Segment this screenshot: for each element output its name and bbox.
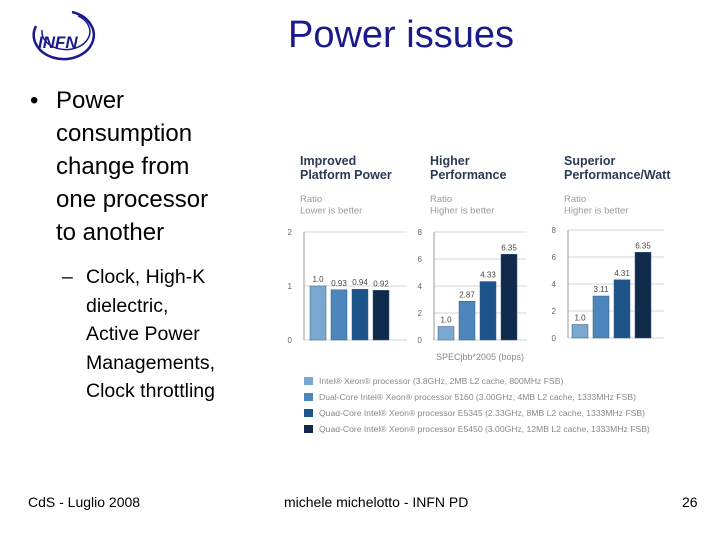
logo-text: INFN [38,33,78,52]
bar [571,324,589,339]
y-tick-label: 6 [552,253,557,262]
bar-value-label: 6.35 [635,241,651,250]
y-tick-label: 8 [552,226,557,235]
footer-center: michele michelotto - INFN PD [284,494,469,510]
footer-left: CdS - Luglio 2008 [28,494,141,510]
bullet-list: • Power consumption change from one proc… [30,84,280,406]
logo-arc [32,10,95,61]
legend-swatch [304,377,313,385]
bullet-main: • Power consumption change from one proc… [30,84,280,249]
legend-label: Intel® Xeon® processor (3.8GHz, 2MB L2 c… [319,376,563,386]
bullet-dash: – [62,266,73,288]
bar-value-label: 1.0 [574,314,586,323]
y-tick-label: 2 [418,309,423,318]
bar-value-label: 6.35 [501,243,517,252]
bullet-sub: – Clock, High-K dielectric, Active Power… [30,263,280,406]
bullet-sub-text: Clock, High-K dielectric, Active Power M… [86,266,215,402]
bar-value-label: 4.33 [480,271,496,280]
bar [437,326,455,341]
bar [479,281,497,341]
bar-value-label: 3.11 [594,285,610,294]
bar-value-label: 1.0 [440,316,452,325]
chart-image: Improved Platform Power Ratio Lower is bett… [282,150,702,450]
legend-label: Quad-Core Intel® Xeon® processor E5450 (… [319,424,650,434]
bar-value-label: 0.92 [373,279,389,288]
bar [458,301,476,341]
bar [330,289,348,341]
y-tick-label: 0 [552,334,557,343]
y-tick-label: 8 [418,228,423,237]
bar-value-label: 2.87 [459,290,475,299]
chart-title: Superior Performance/Watt [564,154,671,182]
bar [613,279,631,339]
chart-title: Higher Performance [430,154,506,182]
chart-svg: Improved Platform Power Ratio Lower is bett… [288,154,672,434]
y-tick-label: 4 [552,280,557,289]
chart-subtitle: Ratio Lower is better [300,194,362,217]
x-axis-label: SPECjbb*2005 (bops) [436,352,524,362]
legend-swatch [304,425,313,433]
legend-label: Quad-Core Intel® Xeon® processor E5345 (… [319,408,645,418]
legend-swatch [304,409,313,417]
legend-label: Dual-Core Intel® Xeon® processor 5160 (3… [319,392,636,402]
page-number: 26 [682,494,698,510]
y-tick-label: 1 [288,282,293,291]
y-tick-label: 0 [418,336,423,345]
slide-title: Power issues [288,14,514,56]
bar [592,295,610,339]
bullet-main-text: Power consumption change from one proces… [56,87,209,246]
logo-arc-inner [41,15,91,51]
bar-value-label: 0.94 [352,278,368,287]
bar [309,285,327,341]
chart-title: Improved Platform Power [300,154,392,182]
bar [372,290,390,341]
bar-value-label: 1.0 [312,275,324,284]
y-tick-label: 2 [552,307,557,316]
bar-value-label: 0.93 [331,279,347,288]
y-tick-label: 4 [418,282,423,291]
bar [351,288,369,341]
y-tick-label: 0 [288,336,293,345]
chart-subtitle: Ratio Higher is better [430,194,494,217]
infn-logo: INFN [22,6,104,68]
chart-subtitle: Ratio Higher is better [564,194,628,217]
y-tick-label: 2 [288,228,293,237]
y-tick-label: 6 [418,255,423,264]
legend-swatch [304,393,313,401]
bar [500,254,518,341]
bullet-dot: • [30,87,39,114]
bar [634,252,652,339]
bar-value-label: 4.31 [614,269,630,278]
